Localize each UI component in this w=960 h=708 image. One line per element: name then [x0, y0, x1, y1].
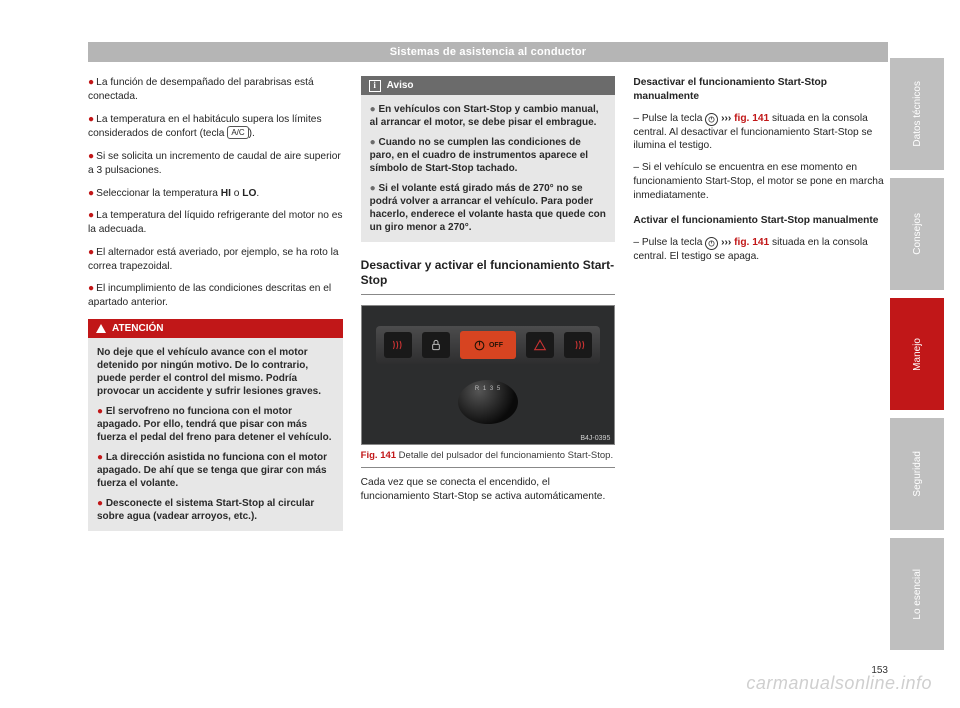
bullet: ●La función de desempañado del parabrisa…	[88, 76, 343, 104]
warning-paragraph: ● La dirección asistida no funciona con …	[97, 451, 334, 490]
warning-body: No deje que el vehículo avance con el mo…	[88, 338, 343, 531]
figure-number: Fig. 141	[361, 450, 396, 461]
info-body: ● En vehículos con Start-Stop y cambio m…	[361, 95, 616, 242]
figure-caption: Fig. 141 Detalle del pulsador del funcio…	[361, 450, 616, 468]
seat-heat-right-icon	[564, 332, 592, 358]
body-text: Cada vez que se conecta el encendido, el…	[361, 476, 616, 504]
tab-datos-tecnicos[interactable]: Datos técnicos	[890, 58, 944, 170]
column-1: ●La función de desempañado del parabrisa…	[88, 76, 343, 531]
lock-icon	[422, 332, 450, 358]
warning-title: ATENCIÓN	[112, 322, 163, 335]
warning-paragraph: No deje que el vehículo avance con el mo…	[97, 346, 334, 398]
ac-keycap: A/C	[227, 126, 248, 139]
body-text: – Si el vehículo se encuentra en ese mom…	[633, 161, 888, 202]
column-3: Desactivar el funcionamiento Start-Stop …	[633, 76, 888, 531]
dashboard-panel: OFF	[376, 326, 601, 364]
tab-seguridad[interactable]: Seguridad	[890, 418, 944, 530]
content-columns: ●La función de desempañado del parabrisa…	[88, 76, 888, 531]
tab-manejo[interactable]: Manejo	[890, 298, 944, 410]
info-title: Aviso	[387, 79, 414, 92]
info-paragraph: ● Cuando no se cumplen las condiciones d…	[370, 136, 607, 175]
warning-triangle-icon	[96, 324, 106, 333]
info-header: i Aviso	[361, 76, 616, 95]
site-watermark: carmanualsonline.info	[746, 673, 932, 694]
subheading: Activar el funcionamiento Start-Stop man…	[633, 214, 888, 228]
info-paragraph: ● Si el volante está girado más de 270° …	[370, 182, 607, 234]
info-icon: i	[369, 80, 381, 92]
start-stop-off-button: OFF	[460, 331, 516, 359]
bullet: ●El alternador está averiado, por ejempl…	[88, 246, 343, 274]
tab-lo-esencial[interactable]: Lo esencial	[890, 538, 944, 650]
bullet: ●El incumplimiento de las condiciones de…	[88, 282, 343, 310]
tab-consejos[interactable]: Consejos	[890, 178, 944, 290]
column-2: i Aviso ● En vehículos con Start-Stop y …	[361, 76, 616, 531]
gear-label: R 1 3 5	[458, 386, 518, 392]
bullet: ●La temperatura del líquido refrigerante…	[88, 209, 343, 237]
bullet: ●Seleccionar la temperatura HI o LO.	[88, 187, 343, 201]
warning-box: ATENCIÓN No deje que el vehículo avance …	[88, 319, 343, 531]
figure-141: OFF R 1 3 5 B4J-0395	[361, 305, 616, 445]
body-text: – Pulse la tecla ››› fig. 141 situada en…	[633, 236, 888, 264]
subheading: Desactivar el funcionamiento Start-Stop …	[633, 76, 888, 104]
divider	[361, 294, 616, 295]
gear-knob: R 1 3 5	[453, 380, 523, 442]
manual-page: Sistemas de asistencia al conductor ●La …	[88, 42, 888, 682]
body-text: – Pulse la tecla ››› fig. 141 situada en…	[633, 112, 888, 154]
section-title: Desactivar y activar el funcionamiento S…	[361, 258, 616, 288]
bullet: ●Si se solicita un incremento de caudal …	[88, 150, 343, 178]
warning-header: ATENCIÓN	[88, 319, 343, 338]
page-header: Sistemas de asistencia al conductor	[88, 42, 888, 62]
start-stop-key-icon	[705, 237, 718, 250]
side-tabs: Datos técnicos Consejos Manejo Seguridad…	[890, 58, 944, 650]
info-box: i Aviso ● En vehículos con Start-Stop y …	[361, 76, 616, 242]
hazard-icon	[526, 332, 554, 358]
seat-heat-left-icon	[384, 332, 412, 358]
info-paragraph: ● En vehículos con Start-Stop y cambio m…	[370, 103, 607, 129]
bullet-list: ●La función de desempañado del parabrisa…	[88, 76, 343, 310]
bullet: ●La temperatura en el habitáculo supera …	[88, 113, 343, 142]
page-header-title: Sistemas de asistencia al conductor	[390, 46, 587, 58]
figure-code: B4J-0395	[580, 435, 610, 442]
start-stop-key-icon	[705, 113, 718, 126]
warning-paragraph: ● Desconecte el sistema Start-Stop al ci…	[97, 497, 334, 523]
warning-paragraph: ● El servofreno no funciona con el motor…	[97, 405, 334, 444]
